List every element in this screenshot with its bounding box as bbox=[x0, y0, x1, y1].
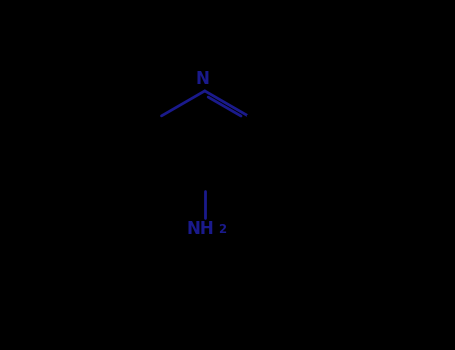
Text: N: N bbox=[196, 70, 209, 88]
Text: 2: 2 bbox=[218, 223, 227, 236]
Text: NH: NH bbox=[187, 220, 214, 238]
